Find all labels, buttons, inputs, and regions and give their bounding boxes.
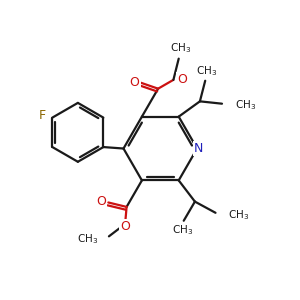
Text: O: O <box>120 220 130 233</box>
Text: CH$_3$: CH$_3$ <box>196 64 217 78</box>
Text: F: F <box>39 109 46 122</box>
Text: O: O <box>96 195 106 208</box>
Text: CH$_3$: CH$_3$ <box>76 232 98 246</box>
Text: CH$_3$: CH$_3$ <box>235 98 256 112</box>
Text: O: O <box>177 73 187 86</box>
Text: CH$_3$: CH$_3$ <box>172 224 193 237</box>
Text: CH$_3$: CH$_3$ <box>169 41 191 55</box>
Text: N: N <box>194 142 203 155</box>
Text: O: O <box>130 76 140 89</box>
Text: CH$_3$: CH$_3$ <box>228 208 249 222</box>
